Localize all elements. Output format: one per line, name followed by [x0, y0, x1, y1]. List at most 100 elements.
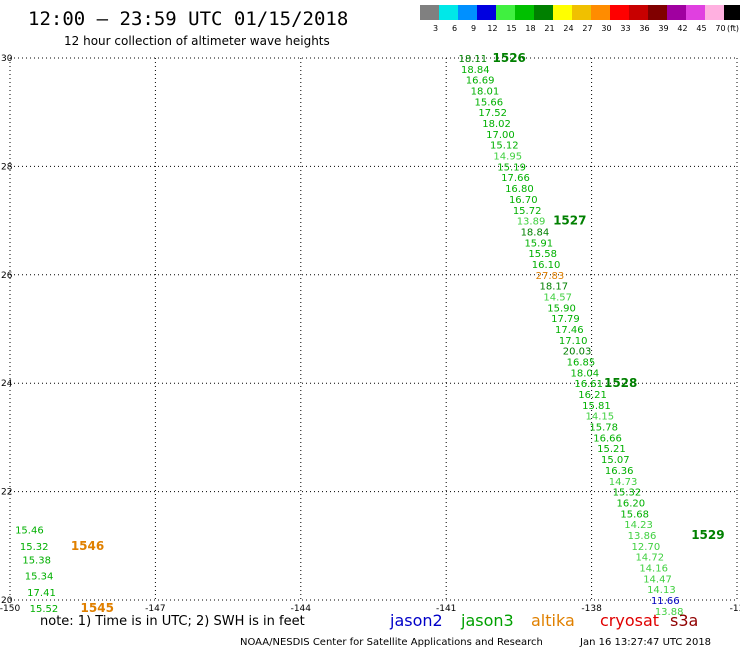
wave-height-value: 16.61	[574, 379, 603, 390]
wave-height-value: 17.66	[501, 173, 530, 184]
legend-swatch	[686, 5, 705, 20]
wave-height-value: 12.70	[632, 542, 661, 553]
wave-height-value: 15.66	[475, 97, 504, 108]
wave-height-value: 14.47	[643, 574, 672, 585]
wave-height-value: 16.85	[567, 358, 596, 369]
satellite-name: jason3	[460, 611, 514, 630]
wave-height-value: 15.52	[30, 604, 59, 615]
legend-label: 12	[487, 24, 497, 33]
x-tick-label: -141	[436, 604, 456, 614]
y-axis-ticks: 20 22 24 26 28 30	[1, 54, 13, 606]
legend-label: 42	[677, 24, 687, 33]
wave-height-value: 15.38	[22, 555, 51, 566]
x-tick-label: -138	[581, 604, 602, 614]
pass-label: 1529	[691, 528, 724, 542]
satellite-name: s3a	[670, 611, 698, 630]
legend-unit: (ft)	[727, 24, 739, 33]
legend-swatch	[477, 5, 496, 20]
legend-label: 21	[544, 24, 554, 33]
legend-swatch	[572, 5, 591, 20]
legend-swatch	[496, 5, 515, 20]
legend-swatch	[420, 5, 439, 20]
legend-swatch	[610, 5, 629, 20]
wave-height-value: 18.84	[461, 65, 490, 76]
footer-timestamp: Jan 16 13:27:47 UTC 2018	[579, 637, 711, 648]
legend-label: 6	[452, 24, 457, 33]
legend-label: 18	[525, 24, 535, 33]
wave-height-value: 15.72	[513, 206, 542, 217]
y-tick-label: 24	[1, 379, 13, 389]
wave-height-value: 15.32	[613, 488, 642, 499]
satellite-name: jason2	[389, 611, 443, 630]
legend-swatch	[439, 5, 458, 20]
wave-height-value: 14.13	[647, 585, 676, 596]
y-tick-label: 28	[1, 162, 13, 172]
y-tick-label: 30	[1, 54, 13, 64]
wave-height-value: 15.46	[15, 526, 44, 537]
y-tick-label: 20	[1, 596, 13, 606]
pass-number-labels: 1526 1527 1528 1529 1546 1545	[71, 51, 725, 615]
wave-height-value: 15.32	[20, 542, 49, 553]
wave-height-value: 15.58	[528, 249, 557, 260]
footer-credit: NOAA/NESDIS Center for Satellite Applica…	[240, 637, 543, 648]
legend-label: 30	[601, 24, 611, 33]
legend-label: 27	[582, 24, 592, 33]
wave-height-values: 18.1118.8416.6918.0115.6617.5218.0217.00…	[15, 54, 683, 618]
pass-label: 1527	[553, 214, 586, 228]
wave-height-value: 14.95	[493, 152, 522, 163]
wave-height-value: 15.78	[589, 423, 618, 434]
legend-swatch	[515, 5, 534, 20]
legend-label: 36	[639, 24, 649, 33]
footer-note: note: 1) Time is in UTC; 2) SWH is in fe…	[40, 614, 305, 629]
legend-swatch	[705, 5, 724, 20]
wave-height-value: 14.72	[635, 553, 664, 564]
legend-swatch	[591, 5, 610, 20]
wave-height-value: 16.21	[578, 390, 607, 401]
legend-swatch	[724, 5, 740, 20]
x-tick-label: -147	[145, 604, 165, 614]
wave-height-value: 18.04	[570, 368, 599, 379]
wave-height-value: 16.70	[509, 195, 538, 206]
satellite-legend: jason2 jason3 altika cryosat s3a	[389, 611, 698, 630]
wave-height-value: 15.90	[547, 303, 576, 314]
legend-swatch	[629, 5, 648, 20]
wave-height-value: 16.66	[593, 433, 622, 444]
wave-height-value: 14.15	[586, 412, 615, 423]
pass-label: 1545	[81, 601, 114, 615]
legend-label: 24	[563, 24, 573, 33]
pass-label: 1546	[71, 539, 104, 553]
wave-height-value: 17.10	[559, 336, 588, 347]
wave-height-value: 17.41	[27, 588, 56, 599]
legend-swatch	[553, 5, 572, 20]
legend-label: 70	[715, 24, 725, 33]
legend-label: 9	[471, 24, 476, 33]
wave-height-value: 18.11	[459, 54, 488, 65]
y-tick-label: 22	[1, 488, 12, 498]
wave-height-value: 15.12	[490, 141, 519, 152]
wave-height-value: 20.03	[563, 347, 592, 358]
wave-height-value: 15.81	[582, 401, 611, 412]
satellite-name: altika	[531, 611, 575, 630]
wave-height-value: 15.21	[597, 444, 626, 455]
wave-height-value: 15.07	[601, 455, 630, 466]
legend-swatch	[458, 5, 477, 20]
wave-height-value: 15.34	[25, 572, 54, 583]
x-tick-label: -144	[291, 604, 312, 614]
x-axis-ticks: -150 -147 -144 -141 -138 -13	[0, 604, 740, 614]
chart-title: 12:00 – 23:59 UTC 01/15/2018	[28, 8, 348, 30]
wave-height-value: 17.46	[555, 325, 584, 336]
legend-swatch	[648, 5, 667, 20]
wave-height-value: 15.91	[524, 238, 553, 249]
legend-label: 15	[506, 24, 516, 33]
wave-height-value: 27.83	[536, 271, 565, 282]
wave-height-value: 17.52	[478, 108, 507, 119]
x-tick-label: -13	[730, 604, 740, 614]
satellite-name: cryosat	[600, 611, 659, 630]
wave-height-value: 15.68	[620, 509, 649, 520]
color-scale-legend: 3 6 9 12 15 18 21 24 27 30 33 36 39 42 45 70 (ft)	[420, 5, 740, 33]
wave-height-value: 18.84	[521, 227, 550, 238]
pass-label: 1526	[493, 51, 526, 65]
wave-height-value: 18.02	[482, 119, 511, 130]
wave-height-value: 16.20	[617, 498, 646, 509]
